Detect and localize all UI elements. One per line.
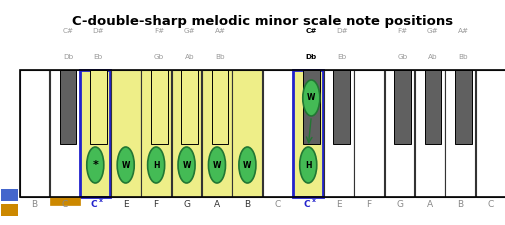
Text: x: x xyxy=(311,198,315,203)
Text: G: G xyxy=(395,200,402,209)
Text: H: H xyxy=(305,160,311,169)
Text: D#: D# xyxy=(92,28,104,34)
Text: C: C xyxy=(62,200,68,209)
Text: W: W xyxy=(213,160,221,169)
Text: E: E xyxy=(123,200,128,209)
Ellipse shape xyxy=(147,147,164,183)
Text: C#: C# xyxy=(305,28,317,34)
Text: B: B xyxy=(244,200,250,209)
Bar xyxy=(302,70,319,144)
Text: F: F xyxy=(153,200,159,209)
Text: C-double-sharp melodic minor scale note positions: C-double-sharp melodic minor scale note … xyxy=(72,15,452,28)
Text: Eb: Eb xyxy=(336,54,345,60)
Text: D#: D# xyxy=(335,28,347,34)
Bar xyxy=(444,70,474,197)
Bar xyxy=(60,70,76,144)
Text: A#: A# xyxy=(214,28,225,34)
Text: B: B xyxy=(31,200,37,209)
Ellipse shape xyxy=(302,80,319,116)
Text: C: C xyxy=(90,200,97,209)
Text: Eb: Eb xyxy=(93,54,103,60)
Ellipse shape xyxy=(117,147,134,183)
Text: G#: G# xyxy=(426,28,438,34)
Bar xyxy=(393,70,410,144)
Text: *: * xyxy=(92,160,98,170)
Text: Db: Db xyxy=(63,54,73,60)
Text: A: A xyxy=(214,200,220,209)
Bar xyxy=(90,70,107,144)
Ellipse shape xyxy=(238,147,256,183)
Bar xyxy=(50,70,80,197)
Bar xyxy=(201,70,231,197)
Bar xyxy=(111,70,140,197)
Bar xyxy=(323,70,353,197)
Bar xyxy=(414,70,444,197)
Text: C#: C# xyxy=(62,28,73,34)
Text: H: H xyxy=(153,160,159,169)
Text: Gb: Gb xyxy=(154,54,164,60)
Text: W: W xyxy=(307,94,315,103)
Bar xyxy=(20,70,504,197)
Bar xyxy=(141,70,171,197)
Bar xyxy=(1,189,18,201)
Text: Gb: Gb xyxy=(396,54,407,60)
Text: F#: F# xyxy=(396,28,407,34)
Bar xyxy=(150,70,167,144)
Bar xyxy=(263,70,292,197)
Bar xyxy=(475,70,504,197)
Text: W: W xyxy=(121,160,130,169)
Text: Bb: Bb xyxy=(215,54,224,60)
Text: E: E xyxy=(335,200,341,209)
Ellipse shape xyxy=(86,147,104,183)
Text: Ab: Ab xyxy=(184,54,194,60)
Ellipse shape xyxy=(299,147,316,183)
Text: F#: F# xyxy=(154,28,164,34)
Bar xyxy=(50,197,80,205)
Text: W: W xyxy=(243,160,251,169)
Bar xyxy=(20,70,49,197)
Text: C: C xyxy=(487,200,493,209)
Ellipse shape xyxy=(178,147,195,183)
Bar xyxy=(80,70,110,197)
Bar xyxy=(293,70,323,197)
Bar xyxy=(333,70,349,144)
Text: basicmusictheory.com: basicmusictheory.com xyxy=(7,74,12,128)
Text: Bb: Bb xyxy=(458,54,467,60)
Bar xyxy=(454,70,471,144)
Text: W: W xyxy=(182,160,190,169)
Text: C: C xyxy=(274,200,280,209)
Bar xyxy=(1,204,18,216)
Bar xyxy=(354,70,383,197)
Text: G#: G# xyxy=(183,28,195,34)
Text: A: A xyxy=(426,200,432,209)
Text: Db: Db xyxy=(305,54,316,60)
Text: x: x xyxy=(98,198,103,203)
Bar xyxy=(171,70,201,197)
Text: C: C xyxy=(303,200,310,209)
Text: B: B xyxy=(457,200,463,209)
Text: G: G xyxy=(183,200,190,209)
Bar xyxy=(232,70,262,197)
Bar xyxy=(211,70,228,144)
Bar xyxy=(424,70,440,144)
Bar xyxy=(384,70,414,197)
Text: Ab: Ab xyxy=(427,54,437,60)
Bar xyxy=(181,70,197,144)
Text: A#: A# xyxy=(457,28,468,34)
Ellipse shape xyxy=(208,147,225,183)
Text: F: F xyxy=(366,200,371,209)
